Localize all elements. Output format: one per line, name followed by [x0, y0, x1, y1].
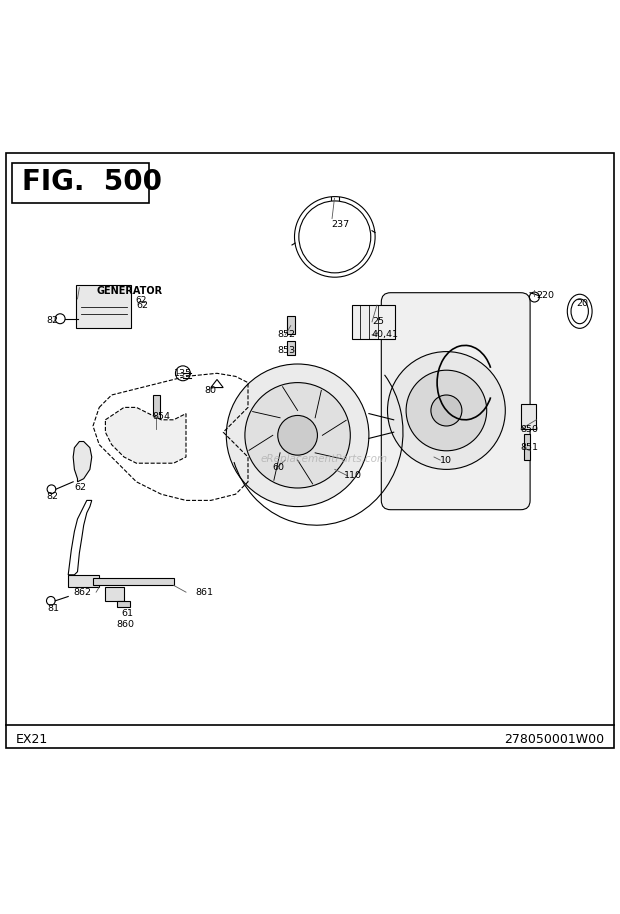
Text: 854: 854: [152, 412, 170, 421]
Text: 25: 25: [372, 317, 384, 326]
Bar: [287, 341, 294, 355]
Bar: [93, 578, 174, 585]
Text: 40,41: 40,41: [372, 330, 399, 339]
Text: 80: 80: [205, 386, 216, 395]
Text: 61: 61: [121, 609, 133, 618]
Text: EX21: EX21: [16, 733, 48, 746]
Text: 237: 237: [332, 220, 350, 229]
Polygon shape: [105, 408, 186, 463]
Bar: [117, 600, 130, 607]
Bar: [153, 395, 160, 429]
Circle shape: [406, 370, 487, 451]
Text: 82: 82: [46, 492, 58, 501]
Circle shape: [278, 416, 317, 455]
FancyBboxPatch shape: [76, 285, 131, 328]
Circle shape: [226, 364, 369, 506]
Text: eReplacementParts.com: eReplacementParts.com: [260, 454, 388, 464]
Text: 862: 862: [73, 588, 91, 597]
Bar: [68, 575, 99, 587]
Bar: [521, 404, 536, 429]
Text: 60: 60: [273, 463, 285, 472]
Text: 852: 852: [278, 330, 296, 339]
Text: 10: 10: [440, 455, 452, 464]
Text: 62: 62: [74, 484, 86, 493]
Text: 851: 851: [521, 443, 539, 452]
Text: 110: 110: [344, 471, 362, 480]
Text: 82: 82: [46, 316, 58, 325]
Bar: [105, 587, 124, 600]
Bar: [524, 434, 530, 460]
Text: 135: 135: [174, 369, 192, 377]
Polygon shape: [73, 441, 92, 482]
Text: 860: 860: [117, 620, 135, 629]
Text: 20: 20: [577, 299, 588, 308]
Bar: [352, 305, 395, 339]
Text: FIG.  500: FIG. 500: [22, 168, 162, 197]
Text: 861: 861: [195, 588, 213, 597]
Text: 850: 850: [521, 425, 539, 433]
FancyBboxPatch shape: [12, 163, 149, 203]
Bar: [287, 315, 294, 335]
Circle shape: [245, 383, 350, 488]
Text: 62: 62: [136, 301, 148, 310]
Text: GENERATOR: GENERATOR: [96, 286, 162, 296]
Text: 62: 62: [135, 296, 146, 305]
Circle shape: [431, 395, 462, 426]
Text: 853: 853: [278, 345, 296, 355]
Text: 278050001W00: 278050001W00: [505, 733, 604, 746]
Text: 220: 220: [536, 292, 554, 301]
Circle shape: [388, 352, 505, 470]
FancyBboxPatch shape: [381, 292, 530, 510]
Text: 81: 81: [48, 604, 60, 612]
